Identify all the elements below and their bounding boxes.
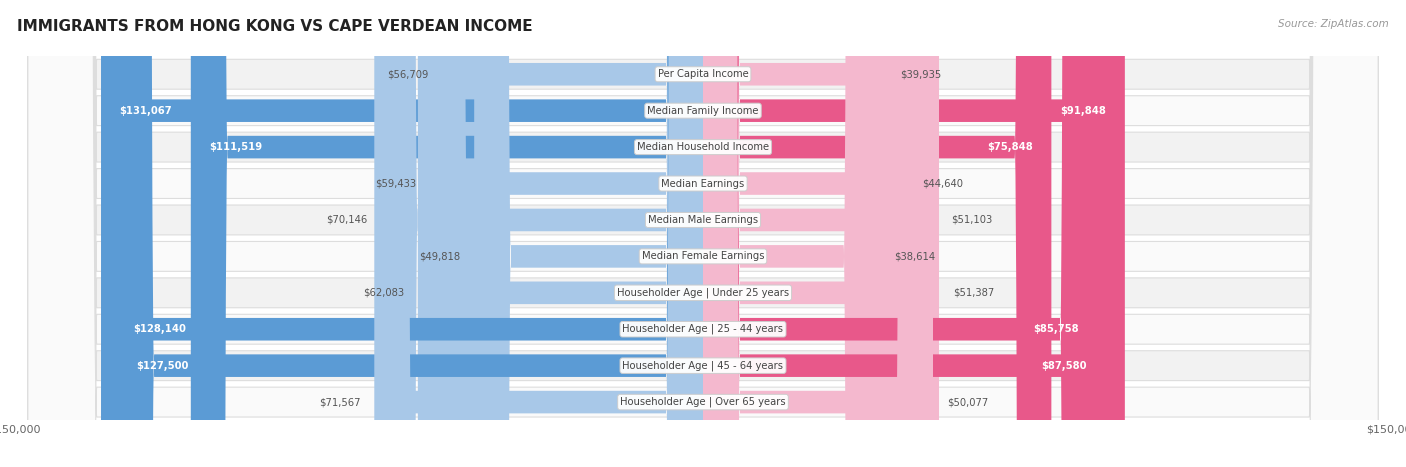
Text: $131,067: $131,067 (120, 106, 172, 116)
Text: Median Earnings: Median Earnings (661, 178, 745, 189)
Text: $87,580: $87,580 (1042, 361, 1087, 371)
FancyBboxPatch shape (381, 0, 703, 467)
FancyBboxPatch shape (117, 0, 703, 467)
FancyBboxPatch shape (28, 0, 1378, 467)
FancyBboxPatch shape (28, 0, 1378, 467)
FancyBboxPatch shape (703, 0, 934, 467)
Text: Householder Age | 25 - 44 years: Householder Age | 25 - 44 years (623, 324, 783, 334)
Text: $111,519: $111,519 (209, 142, 263, 152)
FancyBboxPatch shape (703, 0, 1105, 467)
FancyBboxPatch shape (703, 0, 908, 467)
Text: $71,567: $71,567 (319, 397, 360, 407)
Text: $51,387: $51,387 (953, 288, 994, 298)
FancyBboxPatch shape (28, 0, 1378, 467)
FancyBboxPatch shape (430, 0, 703, 467)
FancyBboxPatch shape (703, 0, 939, 467)
Text: $62,083: $62,083 (363, 288, 404, 298)
Text: $39,935: $39,935 (900, 69, 942, 79)
Text: $59,433: $59,433 (375, 178, 416, 189)
FancyBboxPatch shape (703, 0, 1125, 467)
Text: Householder Age | Over 65 years: Householder Age | Over 65 years (620, 397, 786, 407)
Text: IMMIGRANTS FROM HONG KONG VS CAPE VERDEAN INCOME: IMMIGRANTS FROM HONG KONG VS CAPE VERDEA… (17, 19, 533, 34)
FancyBboxPatch shape (28, 0, 1378, 467)
Text: Householder Age | Under 25 years: Householder Age | Under 25 years (617, 288, 789, 298)
Text: Median Family Income: Median Family Income (647, 106, 759, 116)
Text: $56,709: $56,709 (388, 69, 429, 79)
Text: Householder Age | 45 - 64 years: Householder Age | 45 - 64 years (623, 361, 783, 371)
Text: $127,500: $127,500 (136, 361, 188, 371)
FancyBboxPatch shape (703, 0, 1052, 467)
Text: $70,146: $70,146 (326, 215, 367, 225)
FancyBboxPatch shape (191, 0, 703, 467)
FancyBboxPatch shape (28, 0, 1378, 467)
Text: $128,140: $128,140 (132, 324, 186, 334)
Text: Median Male Earnings: Median Male Earnings (648, 215, 758, 225)
FancyBboxPatch shape (28, 0, 1378, 467)
FancyBboxPatch shape (703, 0, 1097, 467)
Text: $85,758: $85,758 (1033, 324, 1078, 334)
Text: Source: ZipAtlas.com: Source: ZipAtlas.com (1278, 19, 1389, 28)
FancyBboxPatch shape (28, 0, 1378, 467)
Text: Median Household Income: Median Household Income (637, 142, 769, 152)
FancyBboxPatch shape (703, 0, 938, 467)
Text: $91,848: $91,848 (1060, 106, 1107, 116)
FancyBboxPatch shape (703, 0, 880, 467)
Text: $50,077: $50,077 (946, 397, 988, 407)
FancyBboxPatch shape (474, 0, 703, 467)
FancyBboxPatch shape (28, 0, 1378, 467)
FancyBboxPatch shape (703, 0, 886, 467)
Text: $51,103: $51,103 (952, 215, 993, 225)
FancyBboxPatch shape (101, 0, 703, 467)
Text: $49,818: $49,818 (419, 251, 460, 262)
Text: $75,848: $75,848 (987, 142, 1033, 152)
FancyBboxPatch shape (28, 0, 1378, 467)
Text: $44,640: $44,640 (922, 178, 963, 189)
FancyBboxPatch shape (28, 0, 1378, 467)
FancyBboxPatch shape (374, 0, 703, 467)
Text: Median Female Earnings: Median Female Earnings (641, 251, 765, 262)
Text: Per Capita Income: Per Capita Income (658, 69, 748, 79)
FancyBboxPatch shape (418, 0, 703, 467)
Text: $38,614: $38,614 (894, 251, 935, 262)
FancyBboxPatch shape (114, 0, 703, 467)
FancyBboxPatch shape (443, 0, 703, 467)
